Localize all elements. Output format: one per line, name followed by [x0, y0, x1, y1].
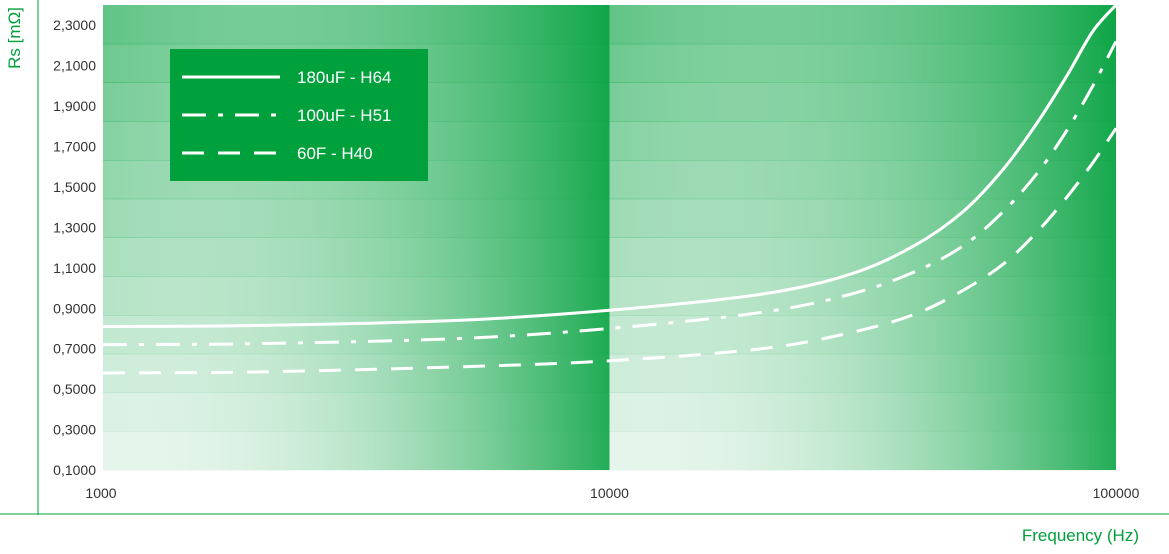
- tick-labels: 0,1000 0,3000 0,5000 0,7000 0,9000 1,1000 1,30…: [53, 17, 1139, 501]
- legend-box: [170, 49, 428, 181]
- y-tick-label: 0,1000: [53, 462, 96, 478]
- legend-label: 100uF - H51: [297, 106, 392, 125]
- y-tick-label: 1,9000: [53, 98, 96, 114]
- series-line-solid: [103, 5, 1116, 328]
- x-tick-label: 100000: [1093, 485, 1140, 501]
- y-tick-label: 0,3000: [53, 422, 96, 438]
- x-tick-label: 1000: [85, 485, 116, 501]
- y-tick-label: 1,3000: [53, 219, 96, 235]
- y-tick-label: 0,5000: [53, 381, 96, 397]
- y-tick-label: 1,1000: [53, 260, 96, 276]
- y-axis-title: Rs [mΩ]: [5, 7, 24, 69]
- y-tick-label: 1,7000: [53, 139, 96, 155]
- y-tick-label: 1,5000: [53, 179, 96, 195]
- background-gradient: [609, 5, 1116, 470]
- legend-label: 60F - H40: [297, 144, 373, 163]
- y-tick-label: 2,3000: [53, 17, 96, 33]
- legend-label: 180uF - H64: [297, 68, 392, 87]
- y-tick-label: 0,9000: [53, 300, 96, 316]
- y-tick-label: 2,1000: [53, 58, 96, 74]
- x-axis-title: Frequency (Hz): [1022, 526, 1139, 545]
- x-tick-label: 10000: [590, 485, 629, 501]
- legend: 180uF - H64 100uF - H51 60F - H40: [170, 49, 428, 181]
- y-tick-label: 0,7000: [53, 341, 96, 357]
- series-line-dash-dot: [103, 40, 1116, 347]
- axes: [0, 0, 1169, 515]
- series-line-dashed: [103, 127, 1116, 375]
- series-lines: [103, 5, 1116, 375]
